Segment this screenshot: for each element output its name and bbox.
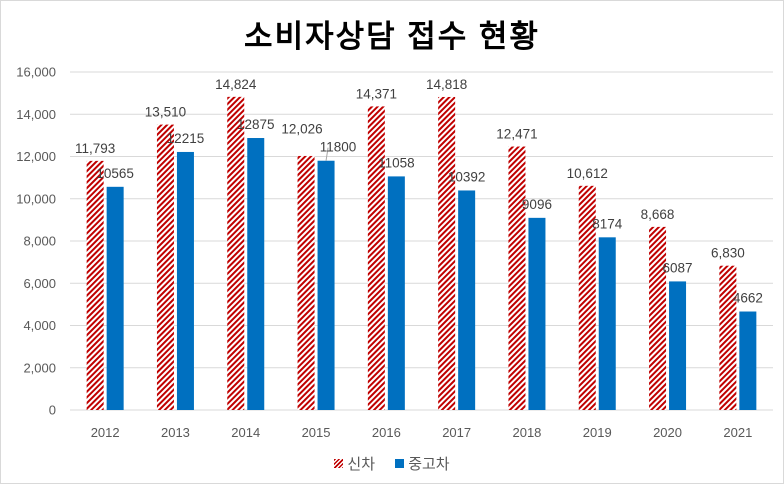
data-label: 11058 xyxy=(378,155,415,170)
solid-swatch-icon xyxy=(395,459,405,468)
bar-new-car xyxy=(227,96,245,410)
bar-used-car xyxy=(106,186,124,410)
data-label: 4662 xyxy=(733,291,763,306)
leader-line xyxy=(325,147,329,161)
data-label: 12875 xyxy=(237,117,275,132)
bar-used-car xyxy=(247,138,265,410)
data-label: 6,830 xyxy=(711,246,745,261)
data-label: 10392 xyxy=(448,169,486,184)
bar-used-car xyxy=(317,160,335,410)
data-label: 14,824 xyxy=(215,77,257,92)
x-tick-label: 2016 xyxy=(372,425,401,440)
data-label: 8,668 xyxy=(641,207,675,222)
y-tick-label: 2,000 xyxy=(23,360,56,375)
legend-label: 신차 xyxy=(347,456,376,473)
bar-used-car xyxy=(739,311,757,410)
x-tick-label: 2017 xyxy=(442,425,471,440)
bar-new-car xyxy=(508,146,526,411)
x-tick-label: 2014 xyxy=(231,425,260,440)
x-tick-label: 2012 xyxy=(91,425,120,440)
bar-new-car xyxy=(156,124,174,410)
x-tick-label: 2018 xyxy=(512,425,541,440)
bar-used-car xyxy=(387,176,405,410)
data-label: 9096 xyxy=(522,197,552,212)
y-tick-label: 6,000 xyxy=(23,276,56,291)
data-label: 10565 xyxy=(96,166,134,181)
legend-label: 중고차 xyxy=(408,456,450,473)
bar-used-car xyxy=(598,237,616,410)
data-label: 11800 xyxy=(320,140,357,155)
bar-used-car xyxy=(528,217,546,410)
x-tick-label: 2019 xyxy=(583,425,612,440)
y-tick-label: 14,000 xyxy=(16,107,56,122)
y-tick-label: 4,000 xyxy=(23,318,56,333)
data-label: 14,371 xyxy=(356,86,397,101)
data-label: 13,510 xyxy=(145,105,186,120)
bar-new-car xyxy=(578,185,596,410)
x-tick-label: 2021 xyxy=(723,425,752,440)
x-tick-label: 2015 xyxy=(302,425,331,440)
data-label: 12215 xyxy=(167,131,205,146)
data-label: 12,026 xyxy=(281,122,322,137)
y-tick-label: 8,000 xyxy=(23,234,56,249)
data-label: 6087 xyxy=(663,260,693,275)
legend-item-used-car: 중고차 xyxy=(395,453,450,474)
y-tick-label: 10,000 xyxy=(16,191,56,206)
bar-used-car xyxy=(458,190,476,410)
bar-new-car xyxy=(719,265,737,410)
data-label: 14,818 xyxy=(426,77,467,92)
data-label: 8174 xyxy=(592,216,623,231)
bar-new-car xyxy=(86,160,104,410)
legend-item-new-car: 신차 xyxy=(334,453,375,474)
hatch-swatch-icon xyxy=(334,459,344,468)
bar-new-car xyxy=(367,106,385,410)
data-label: 10,612 xyxy=(567,166,608,181)
legend: 신차 중고차 xyxy=(1,453,783,474)
bar-new-car xyxy=(649,226,667,410)
x-tick-label: 2013 xyxy=(161,425,190,440)
bar-used-car xyxy=(669,281,687,410)
bar-used-car xyxy=(176,151,194,410)
bar-new-car xyxy=(438,96,456,410)
chart-title: 소비자상담 접수 현황 xyxy=(244,19,540,54)
y-tick-label: 0 xyxy=(49,403,56,418)
y-tick-label: 16,000 xyxy=(16,65,56,80)
data-label: 11,793 xyxy=(75,141,115,156)
y-tick-label: 12,000 xyxy=(16,149,56,164)
data-label: 12,471 xyxy=(496,127,537,142)
bar-new-car xyxy=(297,155,315,410)
x-tick-label: 2020 xyxy=(653,425,682,440)
